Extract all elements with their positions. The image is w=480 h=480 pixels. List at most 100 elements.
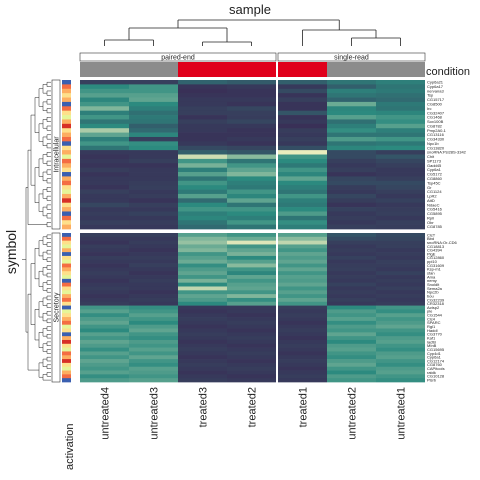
secretory-cell-31-0 [80,351,129,356]
intracellular-cell-3-0 [80,93,129,98]
intracellular-row-label-16: snoRNA:Psi28S-3342 [427,150,467,155]
secretory-cell-5-3 [227,252,276,257]
intracellular-cell-13-6 [376,136,425,142]
intracellular-cell-15-6 [376,145,425,151]
condition-track [80,62,425,77]
intracellular-cell-25-6 [376,189,425,195]
secretory-activation-31 [62,351,71,356]
secretory-cell-19-0 [80,305,129,310]
intracellular-cell-24-5 [327,185,376,190]
secretory-cell-29-3 [227,343,276,348]
intracellular-cell-31-3 [227,215,276,221]
secretory-cell-14-1 [129,286,178,291]
intracellular-cell-14-4 [278,141,327,147]
secretory-cell-30-2 [178,347,227,352]
intracellular-activation-20 [62,167,71,173]
secretory-cell-33-6 [376,359,425,364]
intracellular-cell-2-3 [227,88,276,94]
intracellular-cell-22-6 [376,176,425,182]
secretory-row-label-38: Plsrb [427,377,437,382]
heatmap-cells [80,80,425,383]
secretory-cell-35-5 [327,366,376,371]
intracellular-cell-2-1 [129,88,178,94]
secretory-cell-12-4 [278,278,327,284]
intracellular-cell-14-2 [178,141,227,147]
column-split-box-1 [277,52,426,62]
intracellular-cell-30-2 [178,211,227,217]
secretory-cell-2-4 [278,240,327,245]
secretory-cell-0-3 [227,233,276,238]
secretory-cell-34-0 [80,362,129,368]
intracellular-cell-11-1 [129,128,178,133]
intracellular-cell-23-0 [80,180,129,186]
secretory-cell-37-4 [278,374,327,379]
secretory-cell-27-3 [227,336,276,341]
secretory-cell-4-4 [278,248,327,253]
intracellular-cell-26-3 [227,193,276,199]
intracellular-cell-9-1 [129,119,178,125]
intracellular-cell-7-3 [227,110,276,116]
intracellular-cell-12-0 [80,132,129,138]
intracellular-cell-16-6 [376,150,425,155]
intracellular-activation-17 [62,154,71,160]
intracellular-activation-18 [62,158,71,164]
intracellular-activation-16 [62,150,71,155]
secretory-cell-16-5 [327,294,376,299]
secretory-cell-18-1 [129,301,178,306]
secretory-cell-6-3 [227,255,276,261]
intracellular-cell-29-6 [376,207,425,212]
secretory-cell-2-3 [227,240,276,245]
secretory-cell-33-3 [227,359,276,364]
secretory-cell-25-1 [129,328,178,333]
secretory-row-label-7: ppl10 [427,259,438,264]
secretory-cell-29-1 [129,343,178,348]
intracellular-cell-10-6 [376,123,425,129]
intracellular-cell-17-1 [129,154,178,160]
intracellular-activation-15 [62,145,71,151]
secretory-cell-15-1 [129,290,178,295]
secretory-cell-27-6 [376,336,425,341]
secretory-cell-0-4 [278,233,327,238]
secretory-cell-14-0 [80,286,129,291]
secretory-cell-13-6 [376,282,425,287]
secretory-row-label-19: Actsp2 [427,305,440,310]
intracellular-cell-19-0 [80,163,129,168]
secretory-cell-5-2 [178,252,227,257]
intracellular-cell-5-6 [376,101,425,107]
secretory-cell-31-4 [278,351,327,356]
secretory-cell-38-0 [80,378,129,383]
secretory-row-label-1: Bbd [427,236,434,241]
secretory-row-label-25: Haddl [427,328,438,333]
intracellular-cell-33-2 [178,224,227,230]
secretory-cell-33-2 [178,359,227,364]
intracellular-cell-4-6 [376,97,425,103]
intracellular-cell-12-5 [327,132,376,138]
secretory-row-label-35: CAPitools [427,366,445,371]
secretory-activation-13 [62,282,71,287]
secretory-cell-35-4 [278,366,327,371]
secretory-cell-32-2 [178,355,227,360]
intracellular-cell-27-4 [278,198,327,204]
secretory-activation-30 [62,347,71,352]
activation-track [62,80,71,383]
intracellular-cell-14-0 [80,141,129,147]
secretory-cell-1-3 [227,236,276,241]
secretory-cell-33-5 [327,359,376,364]
secretory-cell-20-4 [278,309,327,314]
secretory-row-label-28: lactB [427,339,436,344]
intracellular-cell-25-1 [129,189,178,195]
secretory-cell-37-5 [327,374,376,379]
secretory-cell-4-0 [80,248,129,253]
secretory-cell-26-2 [178,332,227,337]
intracellular-cell-24-6 [376,185,425,190]
intracellular-cell-21-2 [178,172,227,177]
secretory-row-label-4: CG4394 [427,248,443,253]
secretory-cell-0-1 [129,233,178,238]
intracellular-cell-19-3 [227,163,276,168]
intracellular-cell-6-2 [178,106,227,112]
secretory-cell-11-4 [278,275,327,280]
intracellular-row-label-0: Cyp6a21 [427,80,444,85]
intracellular-row-label-28: NdaeC [427,202,440,207]
secretory-cell-22-4 [278,317,327,322]
secretory-activation-21 [62,313,71,318]
